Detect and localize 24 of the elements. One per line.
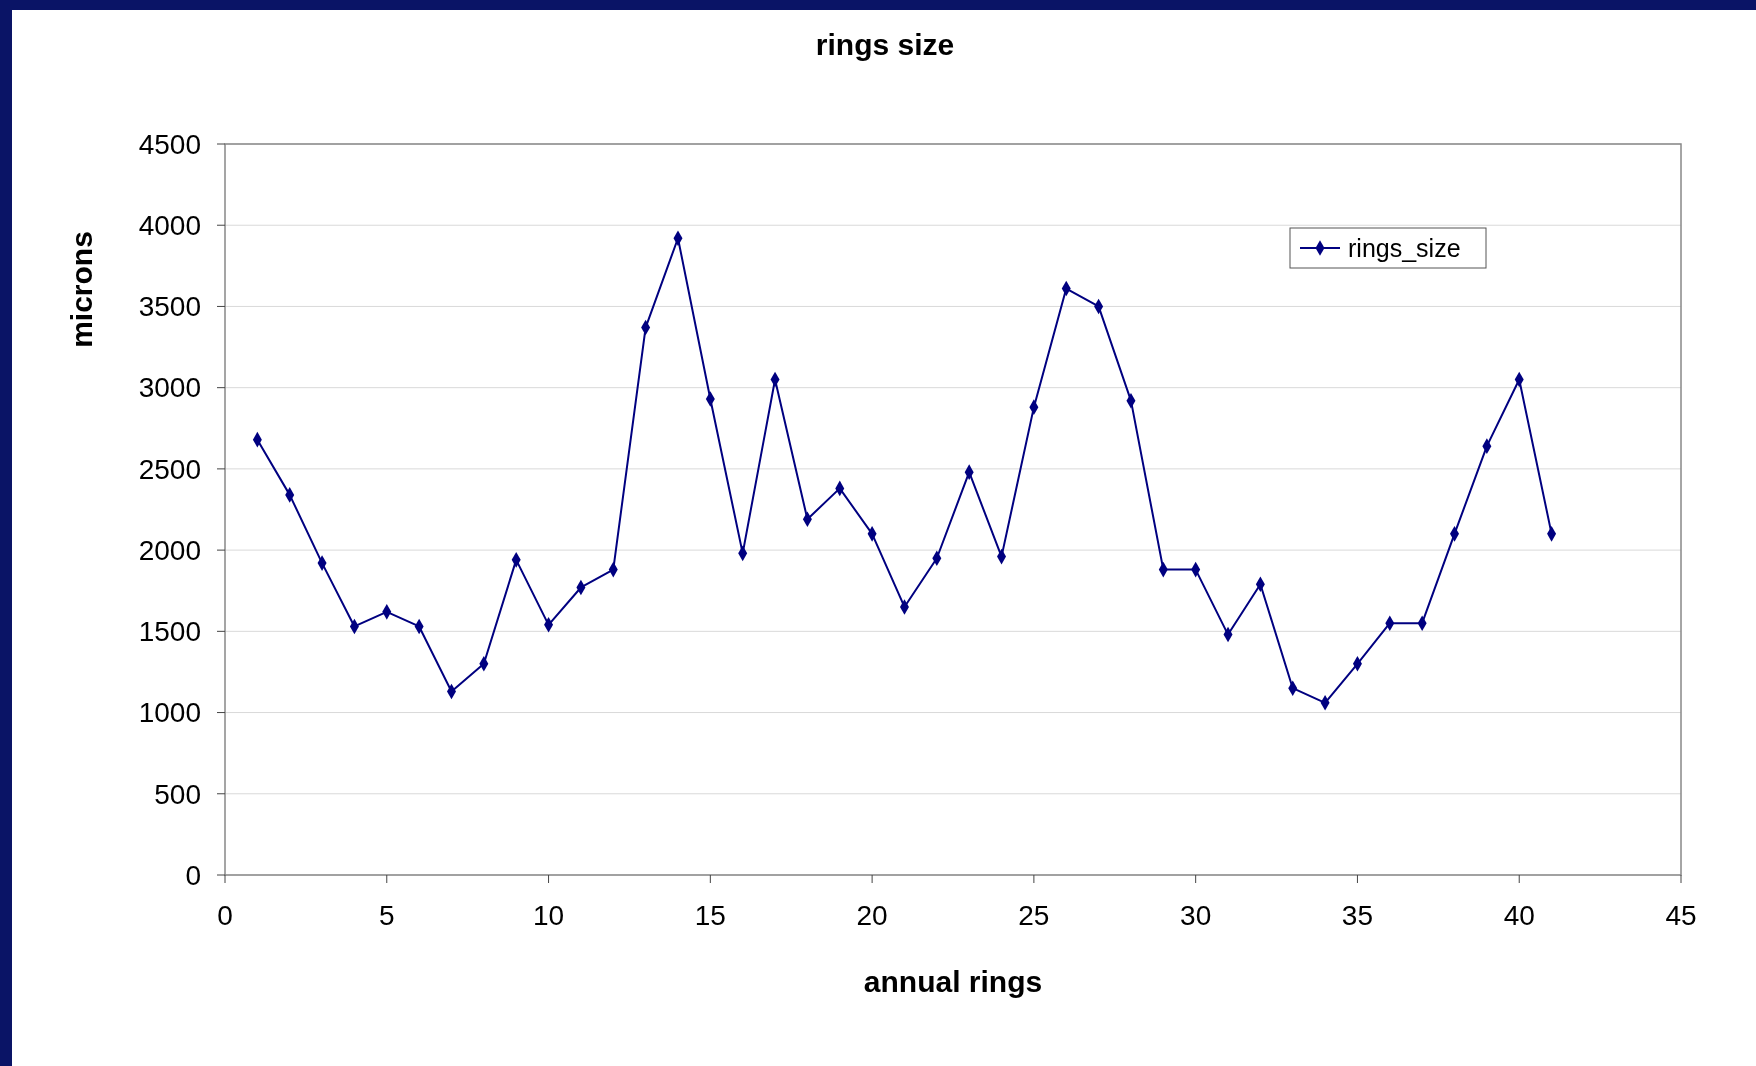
x-tick-label: 0 — [217, 900, 233, 931]
chart-title: rings size — [815, 28, 955, 61]
x-axis-title: annual rings — [863, 965, 1043, 998]
x-tick-label: 20 — [856, 900, 888, 931]
x-tick-label: 30 — [1180, 900, 1212, 931]
y-tick-label: 4000 — [138, 210, 201, 242]
y-tick-label: 0 — [185, 859, 201, 891]
x-tick-label: 5 — [378, 900, 395, 931]
y-tick-label: 3000 — [138, 372, 201, 404]
x-tick-label: 45 — [1665, 900, 1697, 931]
y-tick-label: 1500 — [138, 616, 201, 648]
y-tick-label: 3500 — [138, 291, 201, 323]
y-tick-label: 1000 — [138, 697, 201, 729]
x-tick-label: 25 — [1018, 900, 1050, 931]
x-tick-label: 15 — [694, 900, 726, 931]
x-tick-label: 10 — [532, 900, 565, 931]
y-tick-label: 2500 — [138, 453, 201, 485]
x-tick-label: 40 — [1503, 900, 1535, 931]
y-tick-label: 2000 — [138, 534, 201, 566]
y-axis-title: microns — [65, 231, 98, 348]
legend-label: rings_size — [1348, 233, 1461, 262]
y-tick-label: 4500 — [138, 128, 201, 160]
y-tick-label: 500 — [154, 778, 201, 810]
x-tick-label: 35 — [1341, 900, 1374, 931]
